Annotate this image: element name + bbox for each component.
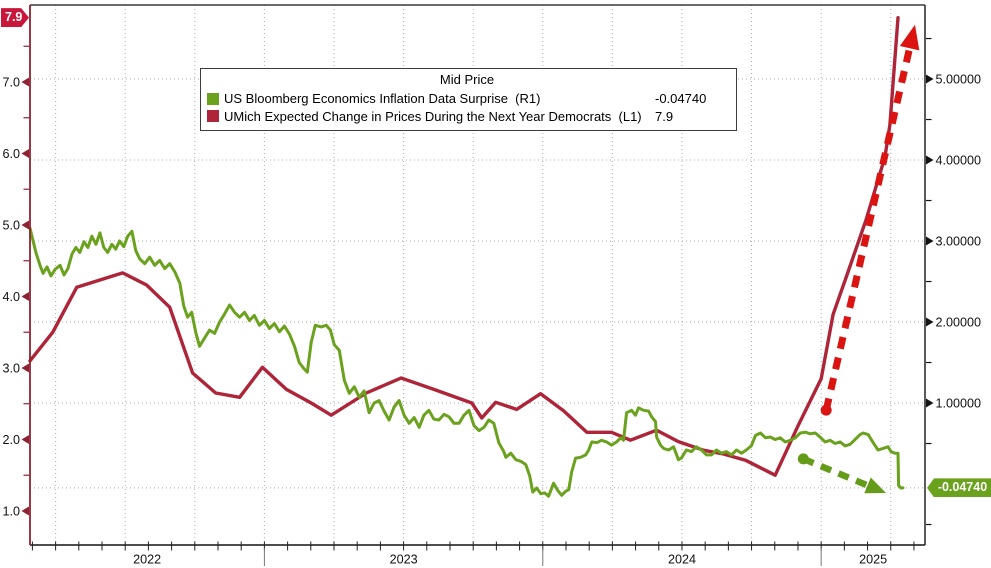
green-down-arrow-head — [864, 477, 887, 494]
left-tick-arrow — [21, 77, 29, 87]
red-up-arrow-line — [822, 44, 914, 411]
right-tick-arrow — [926, 236, 934, 246]
year-label: 2025 — [859, 553, 887, 567]
left-axis-label: 3.0 — [2, 361, 20, 375]
right-tick-arrow — [926, 155, 934, 165]
left-tick-arrow — [21, 434, 29, 444]
left-tick-arrow — [21, 291, 29, 301]
green-series-swatch — [207, 92, 219, 105]
right-tick-arrow — [926, 398, 934, 408]
red-up-arrow-head — [899, 24, 920, 51]
right-tick-arrow — [926, 317, 934, 327]
year-label: 2024 — [668, 553, 696, 567]
legend-label: UMich Expected Change in Prices During t… — [224, 108, 642, 124]
year-label: 2023 — [390, 553, 418, 567]
legend-row-inflation-surprise[interactable]: US Bloomberg Economics Inflation Data Su… — [207, 90, 727, 108]
right-axis-label: 2.00000 — [936, 315, 982, 329]
legend-value: -0.04740 — [655, 91, 707, 106]
chart-legend: Mid Price US Bloomberg Economics Inflati… — [200, 68, 737, 131]
left-axis-label: 5.0 — [2, 218, 20, 232]
right-axis-label: 4.00000 — [936, 153, 982, 167]
left-axis-label: 4.0 — [2, 290, 20, 304]
legend-value: 7.9 — [655, 108, 674, 124]
left-tick-arrow — [21, 220, 29, 230]
left-axis-label: 6.0 — [2, 147, 20, 161]
series-line-umich-expectations — [28, 16, 900, 477]
right-axis-badge: -0.04740 — [927, 478, 991, 498]
left-axis-label: 2.0 — [2, 433, 20, 447]
legend-label: US Bloomberg Economics Inflation Data Su… — [224, 91, 541, 106]
right-axis-label: 1.00000 — [936, 396, 982, 410]
left-tick-arrow — [21, 148, 29, 158]
left-axis-label: 1.0 — [2, 504, 20, 518]
legend-title: Mid Price — [439, 72, 495, 87]
right-axis-label: 3.00000 — [936, 234, 982, 248]
series-line-inflation-surprise — [28, 226, 905, 498]
left-axis-label: 7.0 — [2, 75, 20, 89]
legend-row-umich-expectations[interactable]: UMich Expected Change in Prices During t… — [207, 108, 727, 126]
right-tick-arrow — [926, 74, 934, 84]
left-tick-arrow — [21, 363, 29, 373]
right-axis-label: 5.00000 — [936, 72, 982, 86]
year-label: 2022 — [133, 553, 161, 567]
left-tick-arrow — [21, 506, 29, 516]
left-axis-badge: 7.9 — [1, 8, 29, 28]
green-down-arrow-line — [802, 455, 872, 490]
red-series-swatch — [207, 110, 219, 123]
